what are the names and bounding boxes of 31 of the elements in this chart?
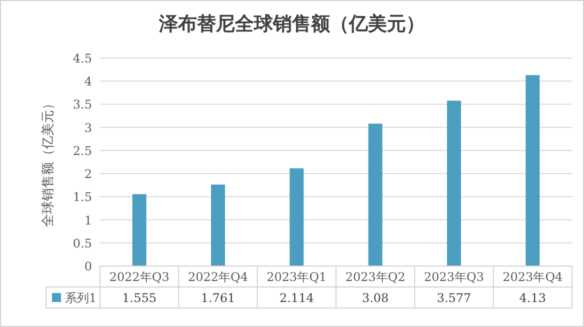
y-tick-label: 3.5 <box>72 98 92 112</box>
legend-label: 系列1 <box>65 291 97 305</box>
y-tick-label: 0.5 <box>72 236 92 250</box>
data-label: 1.761 <box>200 291 236 305</box>
bar <box>290 168 304 266</box>
bar <box>526 75 540 266</box>
bar <box>211 184 225 266</box>
x-tick-label: 2023年Q2 <box>345 270 406 284</box>
y-tick-label: 2 <box>84 167 92 182</box>
chart-title: 泽布替尼全球销售额（亿美元） <box>158 13 425 35</box>
x-tick-label: 2023年Q1 <box>266 270 327 284</box>
data-label: 3.577 <box>436 291 472 305</box>
x-tick-label: 2023年Q3 <box>424 270 484 284</box>
bar <box>447 100 461 266</box>
y-tick-label: 0 <box>84 260 92 274</box>
x-tick-label: 2022年Q3 <box>109 270 170 284</box>
y-tick-label: 4 <box>84 74 92 89</box>
data-label: 1.555 <box>122 291 157 305</box>
y-axis-title: 全球销售额（亿美元） <box>40 97 56 227</box>
x-tick-label: 2022年Q4 <box>188 270 248 284</box>
data-label: 4.13 <box>519 291 546 305</box>
data-label: 3.08 <box>362 291 389 305</box>
x-tick-label: 2023年Q4 <box>502 270 564 284</box>
bar <box>132 194 146 266</box>
y-tick-label: 1.5 <box>72 190 92 204</box>
y-tick-label: 3 <box>84 120 92 135</box>
bar <box>368 124 382 266</box>
data-label: 2.114 <box>279 291 314 305</box>
y-tick-label: 1 <box>84 213 92 228</box>
y-tick-label: 4.5 <box>72 52 92 66</box>
y-tick-label: 2.5 <box>72 144 92 158</box>
